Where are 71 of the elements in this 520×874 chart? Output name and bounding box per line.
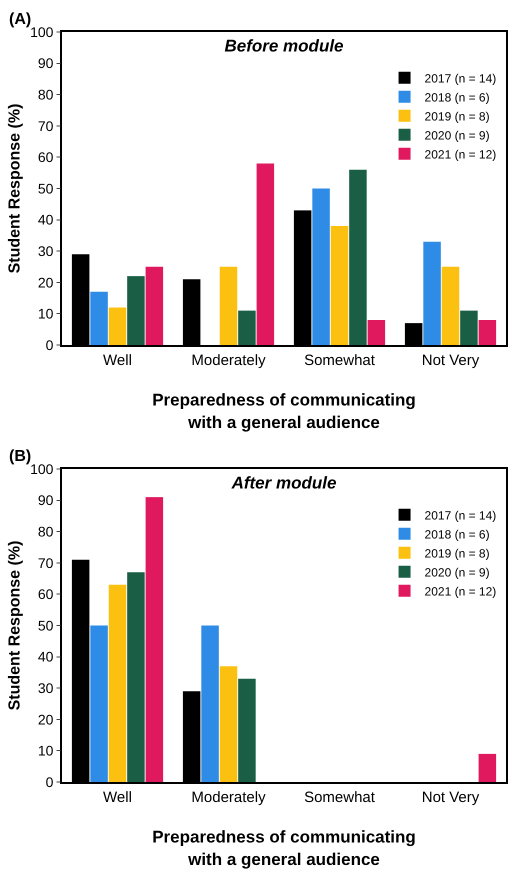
bar xyxy=(368,320,386,345)
bar xyxy=(146,497,164,782)
text: (B) xyxy=(9,448,32,465)
y-tick-label: 100 xyxy=(30,460,54,477)
legend-label: 2020 (n = 9) xyxy=(424,565,490,580)
y-tick-label: 20 xyxy=(38,711,54,728)
y-tick-label: 80 xyxy=(38,86,54,102)
text: (A) xyxy=(9,11,32,28)
y-tick-label: 30 xyxy=(38,243,54,259)
y-tick-label: 90 xyxy=(38,55,54,72)
legend-label: 2021 (n = 12) xyxy=(424,147,496,162)
bar xyxy=(127,276,145,345)
x-tick-label: Somewhat xyxy=(304,352,376,369)
y-axis-title: Student Response (%) xyxy=(6,540,24,710)
y-tick-label: 50 xyxy=(38,180,54,196)
y-tick-label: 60 xyxy=(38,586,54,602)
x-tick-label: Well xyxy=(103,788,132,806)
bar xyxy=(201,626,219,782)
bar xyxy=(127,572,145,782)
bar xyxy=(442,266,460,345)
bar xyxy=(312,188,330,345)
bar xyxy=(423,242,441,345)
bar xyxy=(460,310,478,345)
legend-label: 2021 (n = 12) xyxy=(424,584,496,598)
y-tick-label: 60 xyxy=(38,149,54,166)
y-tick-label: 70 xyxy=(38,118,54,134)
y-tick-label: 50 xyxy=(38,617,54,634)
legend-label: 2017 (n = 14) xyxy=(424,508,496,522)
x-tick-label: Somewhat xyxy=(304,788,376,806)
y-tick-label: 0 xyxy=(46,774,54,790)
legend-label: 2020 (n = 9) xyxy=(424,128,490,142)
y-tick-label: 40 xyxy=(38,648,54,665)
bar xyxy=(330,226,348,345)
x-axis-title: Preparedness of communicating with a general audience xyxy=(152,828,416,869)
legend-label: 2018 (n = 6) xyxy=(424,527,490,542)
bar xyxy=(478,320,496,345)
y-tick-label: 20 xyxy=(38,274,54,290)
y-tick-label: 90 xyxy=(38,492,54,508)
bar xyxy=(90,292,108,345)
bar xyxy=(146,266,164,345)
bar xyxy=(478,754,496,782)
y-tick-label: 0 xyxy=(46,336,54,353)
bar xyxy=(349,170,367,345)
x-tick-label: Well xyxy=(103,352,132,369)
y-tick-label: 30 xyxy=(38,680,54,696)
y-tick-label: 10 xyxy=(38,306,54,322)
legend-label: 2019 (n = 8) xyxy=(424,109,490,124)
y-tick-label: 100 xyxy=(30,24,54,40)
y-axis-title: Student Response (%) xyxy=(6,104,24,274)
bar xyxy=(90,626,108,782)
x-tick-label: Moderately xyxy=(191,788,266,806)
chart-title: After module xyxy=(230,474,336,493)
legend-label: 2018 (n = 6) xyxy=(424,90,490,104)
bar xyxy=(220,666,238,782)
bar xyxy=(108,307,126,345)
y-tick-label: 80 xyxy=(38,524,54,540)
bar xyxy=(238,310,256,345)
bar xyxy=(220,266,238,345)
bar xyxy=(108,584,126,782)
legend-label: 2017 (n = 14) xyxy=(424,71,496,86)
x-tick-label: Not Very xyxy=(422,788,480,806)
x-tick-label: Moderately xyxy=(191,352,266,369)
chart-title: Before module xyxy=(224,36,344,56)
y-tick-label: 70 xyxy=(38,554,54,571)
y-tick-label: 40 xyxy=(38,212,54,228)
bar xyxy=(256,163,274,345)
legend-label: 2019 (n = 8) xyxy=(424,546,490,560)
x-axis-title: Preparedness of communicating with a general audience xyxy=(152,390,416,432)
bar xyxy=(238,678,256,782)
x-tick-label: Not Very xyxy=(422,352,480,369)
y-tick-label: 10 xyxy=(38,742,54,759)
